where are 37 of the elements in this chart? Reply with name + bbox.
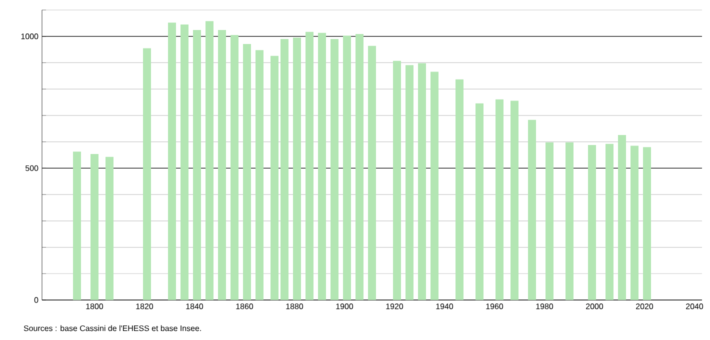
bar — [528, 120, 536, 300]
bar — [618, 134, 626, 300]
bar — [356, 34, 364, 300]
bar — [588, 144, 596, 300]
bar — [643, 147, 652, 300]
bar — [206, 21, 214, 300]
bar — [180, 24, 189, 300]
bar — [368, 46, 376, 300]
bar — [168, 22, 176, 300]
bar — [143, 48, 152, 300]
bar — [393, 60, 402, 300]
bar — [193, 30, 202, 300]
bar — [456, 79, 464, 300]
bar — [406, 65, 414, 300]
bar — [510, 100, 519, 300]
bar — [73, 152, 81, 300]
bar — [243, 44, 252, 300]
bar — [630, 146, 639, 300]
bar — [256, 50, 264, 300]
bar — [306, 32, 314, 300]
bar — [318, 32, 326, 300]
bar — [330, 38, 339, 300]
bar — [496, 99, 504, 300]
bar — [230, 35, 239, 300]
bar — [418, 63, 426, 300]
bar — [430, 72, 439, 300]
bar — [546, 142, 554, 300]
bar — [293, 38, 302, 300]
bar — [280, 38, 289, 300]
bar — [476, 103, 484, 300]
bar — [90, 154, 98, 300]
bar — [343, 36, 352, 300]
bar — [218, 30, 226, 300]
bar — [270, 56, 279, 300]
bar — [566, 142, 574, 300]
bar — [606, 144, 614, 300]
bar — [106, 156, 114, 300]
